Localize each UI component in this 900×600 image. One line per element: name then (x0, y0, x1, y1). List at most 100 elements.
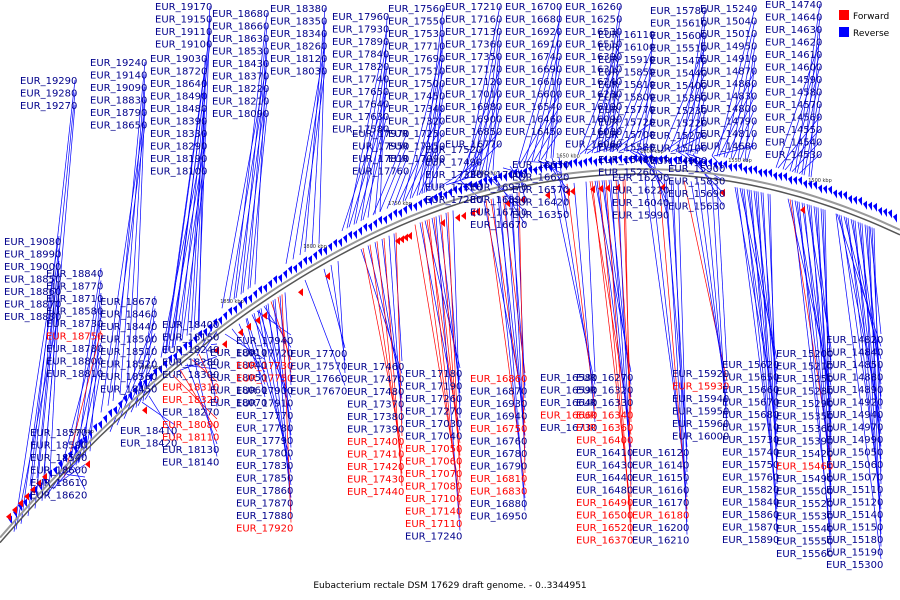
gene-label: EUR_15350 (776, 412, 833, 423)
gene-connector (596, 5, 621, 153)
reverse-gene-arrow (128, 391, 132, 401)
gene-label: EUR_16500 (576, 511, 633, 522)
gene-label: EUR_15670 (722, 398, 779, 409)
gene-label: EUR_15180 (826, 535, 883, 546)
gene-label: EUR_15870 (722, 523, 779, 534)
reverse-gene-arrow (198, 329, 202, 339)
forward-gene-arrow (570, 187, 575, 196)
gene-label: EUR_14630 (765, 25, 822, 36)
reverse-gene-arrow (263, 283, 267, 293)
gene-label: EUR_17510 (388, 67, 445, 78)
legend-reverse-label: Reverse (853, 29, 890, 39)
gene-connector (272, 300, 292, 436)
gene-label: EUR_18800 (46, 357, 103, 368)
gene-label: EUR_19110 (155, 27, 212, 38)
gene-connector (256, 310, 292, 336)
gene-connector (617, 179, 632, 485)
gene-connector (696, 109, 706, 154)
reverse-gene-arrow (438, 190, 442, 200)
gene-connector (670, 179, 688, 460)
gene-connector (240, 25, 268, 295)
gene-connector (609, 46, 654, 152)
gene-label: EUR_16680 (505, 15, 562, 26)
gene-label: EUR_18080 (162, 420, 219, 431)
reverse-gene-arrow (138, 380, 142, 390)
gene-connector (29, 79, 76, 486)
gene-connector (100, 111, 146, 413)
reverse-gene-arrow (878, 206, 882, 216)
gene-connector (459, 179, 481, 200)
gene-connector (630, 83, 654, 152)
gene-label: EUR_16920 (505, 27, 562, 38)
gene-connector (341, 90, 388, 232)
gene-label: EUR_14940 (826, 410, 883, 421)
gene-label: EUR_14840 (826, 348, 883, 359)
reverse-gene-arrow (753, 165, 757, 175)
gene-connector (48, 298, 60, 494)
reverse-gene-arrow (258, 285, 262, 295)
gene-connector (66, 474, 86, 478)
gene-label: EUR_15290 (776, 399, 833, 410)
gene-connector (504, 195, 526, 449)
gene-connector (810, 205, 832, 499)
reverse-gene-arrow (743, 165, 747, 175)
reverse-gene-arrow (463, 183, 467, 193)
gene-label: EUR_16510 (565, 40, 622, 51)
gene-connector (524, 30, 561, 163)
gene-connector (205, 348, 218, 407)
gene-label: EUR_15660 (722, 385, 779, 396)
forward-gene-arrow (6, 512, 11, 521)
gene-label: EUR_14600 (765, 63, 822, 74)
reverse-gene-arrow (483, 176, 487, 186)
gene-label: EUR_14800 (700, 104, 757, 115)
gene-label: EUR_17010 (445, 90, 502, 101)
gene-label: EUR_15710 (722, 423, 779, 434)
gene-label: EUR_18530 (212, 47, 269, 58)
gene-label: EUR_16250 (565, 15, 622, 26)
gene-connector (687, 22, 706, 154)
gene-connector (861, 223, 882, 535)
gene-label: EUR_18990 (4, 250, 61, 261)
kbp-tick-label: 1650 kbp (556, 154, 580, 160)
gene-label: EUR_16950 (470, 512, 527, 523)
reverse-gene-arrow (788, 175, 792, 185)
reverse-gene-arrow (508, 170, 512, 180)
gene-connector (675, 72, 706, 153)
gene-connector (836, 213, 882, 347)
top-connector-lines (29, 3, 821, 486)
gene-connector (757, 191, 778, 535)
gene-label: EUR_17340 (388, 104, 445, 115)
reverse-gene-arrow (883, 208, 887, 218)
reverse-gene-arrow (628, 155, 632, 165)
gene-label: EUR_18220 (212, 84, 269, 95)
reverse-gene-arrow (593, 157, 597, 167)
gene-connector (471, 148, 481, 177)
gene-label: EUR_15580 (598, 143, 655, 154)
gene-connector (126, 86, 146, 388)
gene-label: EUR_15300 (826, 560, 883, 571)
gene-connector (668, 59, 706, 152)
reverse-gene-arrow (803, 179, 807, 189)
reverse-gene-arrow (783, 172, 787, 182)
gene-label: EUR_14540 (765, 138, 822, 149)
gene-label: EUR_17410 (347, 450, 404, 461)
gene-label: EUR_14990 (826, 435, 883, 446)
gene-label: EUR_17470 (347, 375, 404, 386)
gene-connector (544, 158, 568, 190)
gene-label: EUR_17430 (347, 475, 404, 486)
gene-label: EUR_14560 (765, 113, 822, 124)
gene-connector (374, 78, 388, 215)
reverse-gene-arrow (588, 156, 592, 166)
gene-connector (379, 145, 408, 212)
reverse-gene-arrow (623, 156, 627, 166)
reverse-gene-arrow (608, 156, 612, 166)
gene-label: EUR_15890 (722, 535, 779, 546)
gene-connector (680, 9, 706, 153)
gene-connector (716, 7, 756, 157)
gene-label: EUR_16830 (470, 487, 527, 498)
reverse-gene-arrow (178, 347, 182, 357)
gene-label: EUR_17810 (352, 154, 409, 165)
gene-label: EUR_15230 (650, 106, 707, 117)
gene-label: EUR_17730 (236, 361, 293, 372)
gene-label: EUR_18060 (210, 386, 267, 397)
